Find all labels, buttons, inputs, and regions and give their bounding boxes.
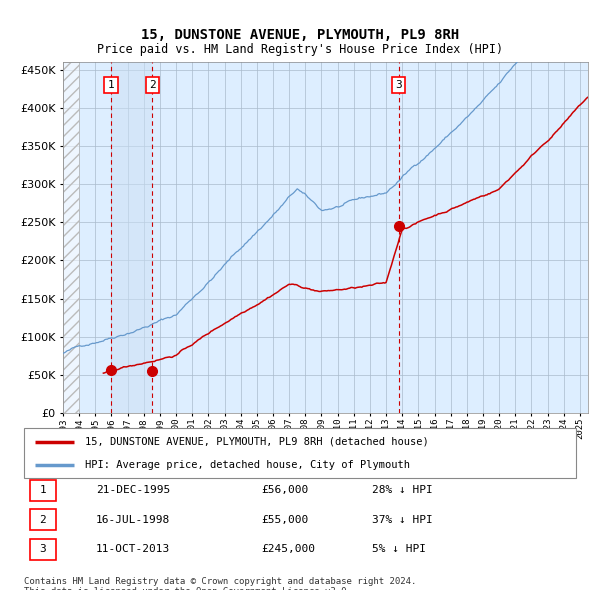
Text: 15, DUNSTONE AVENUE, PLYMOUTH, PL9 8RH: 15, DUNSTONE AVENUE, PLYMOUTH, PL9 8RH [141,28,459,42]
FancyBboxPatch shape [29,509,56,530]
Bar [111,62,152,413]
Text: £245,000: £245,000 [262,545,316,554]
Text: 5% ↓ HPI: 5% ↓ HPI [372,545,426,554]
Text: 37% ↓ HPI: 37% ↓ HPI [372,515,433,525]
FancyBboxPatch shape [24,428,576,478]
Text: 11-OCT-2013: 11-OCT-2013 [96,545,170,554]
Text: 28% ↓ HPI: 28% ↓ HPI [372,486,433,495]
Text: Contains HM Land Registry data © Crown copyright and database right 2024.
This d: Contains HM Land Registry data © Crown c… [24,577,416,590]
Text: 2: 2 [149,80,156,90]
Text: £55,000: £55,000 [262,515,308,525]
Bar [63,62,79,413]
FancyBboxPatch shape [29,480,56,501]
Bar [63,62,79,413]
Text: 3: 3 [40,545,46,554]
Text: 15, DUNSTONE AVENUE, PLYMOUTH, PL9 8RH (detached house): 15, DUNSTONE AVENUE, PLYMOUTH, PL9 8RH (… [85,437,428,447]
Text: 1: 1 [40,486,46,495]
Text: 3: 3 [395,80,402,90]
Text: Price paid vs. HM Land Registry's House Price Index (HPI): Price paid vs. HM Land Registry's House … [97,43,503,56]
Text: £56,000: £56,000 [262,486,308,495]
Text: 2: 2 [40,515,46,525]
Text: 1: 1 [107,80,115,90]
Text: HPI: Average price, detached house, City of Plymouth: HPI: Average price, detached house, City… [85,460,410,470]
FancyBboxPatch shape [29,539,56,560]
Text: 21-DEC-1995: 21-DEC-1995 [96,486,170,495]
Text: 16-JUL-1998: 16-JUL-1998 [96,515,170,525]
